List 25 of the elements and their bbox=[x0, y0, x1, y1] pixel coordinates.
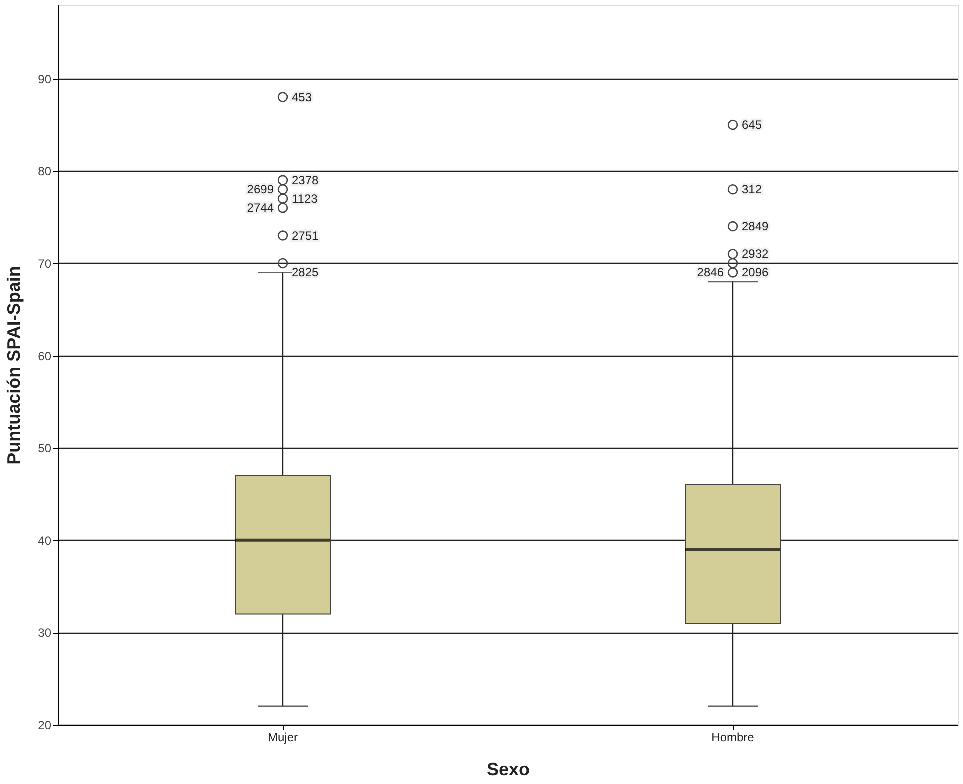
annotation: 2096 bbox=[742, 266, 770, 280]
annotation: 2825 bbox=[292, 265, 320, 280]
y-tick-label: 40 bbox=[38, 534, 52, 548]
annotation: 2699 bbox=[247, 182, 274, 197]
x-tick-label: Mujer bbox=[268, 730, 298, 744]
y-tick-label: 20 bbox=[38, 718, 52, 732]
y-tick-label: 80 bbox=[38, 164, 52, 179]
x-axis-title: Sexo bbox=[486, 760, 530, 780]
y-tick-label: 90 bbox=[38, 72, 52, 86]
annotation: 312 bbox=[742, 182, 762, 197]
y-tick-label: 50 bbox=[38, 442, 52, 456]
y-tick-label: 70 bbox=[38, 256, 52, 271]
y-tick-label: 60 bbox=[38, 349, 52, 364]
x-tick-label: Hombre bbox=[712, 730, 755, 744]
annotation: 2932 bbox=[742, 247, 770, 262]
annotation: 2744 bbox=[247, 201, 274, 216]
annotation: 2378 bbox=[292, 173, 320, 188]
annotation: 2846 bbox=[697, 265, 724, 280]
annotation: 453 bbox=[292, 90, 312, 104]
annotation: 645 bbox=[742, 118, 762, 132]
y-axis-title: Puntuación SPAI-Spain bbox=[4, 266, 24, 465]
annotation: 1123 bbox=[292, 192, 318, 206]
y-tick-label: 30 bbox=[38, 626, 52, 640]
annotation: 2849 bbox=[742, 220, 770, 234]
annotation: 2751 bbox=[292, 228, 320, 243]
